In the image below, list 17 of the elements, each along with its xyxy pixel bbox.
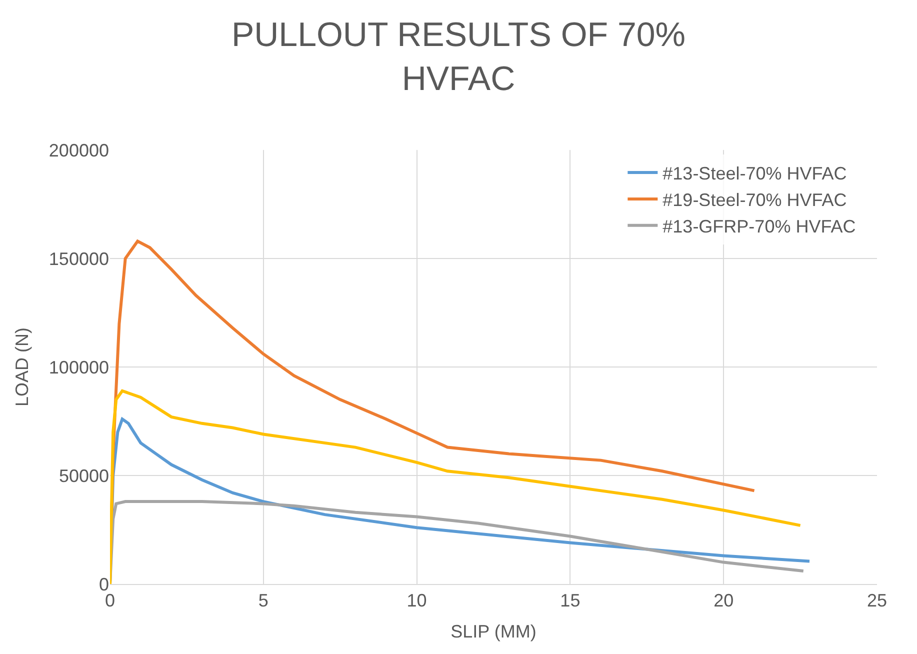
- chart-title: PULLOUT RESULTS OF 70% HVFAC: [231, 16, 686, 98]
- x-tick-label: 25: [866, 590, 888, 611]
- x-tick-label: 10: [406, 590, 427, 611]
- legend-label: #13-GFRP-70% HVFAC: [662, 216, 856, 236]
- x-tick-label: 5: [258, 590, 268, 611]
- y-tick-label: 50000: [58, 466, 109, 486]
- x-axis-title: SLIP (MM): [450, 622, 536, 642]
- x-tick-label: 20: [714, 590, 734, 611]
- y-tick-label: 0: [98, 574, 109, 594]
- x-tick-label: 15: [560, 590, 580, 611]
- y-tick-label: 200000: [48, 140, 109, 160]
- line-series: [110, 389, 802, 584]
- y-tick-label: 100000: [48, 357, 109, 378]
- legend-label: #19-Steel-70% HVFAC: [662, 190, 847, 210]
- legend-label: #13-Steel-70% HVFAC: [662, 164, 847, 184]
- y-tick-label: 150000: [48, 248, 109, 269]
- y-axis-title: LOAD (N): [12, 327, 32, 407]
